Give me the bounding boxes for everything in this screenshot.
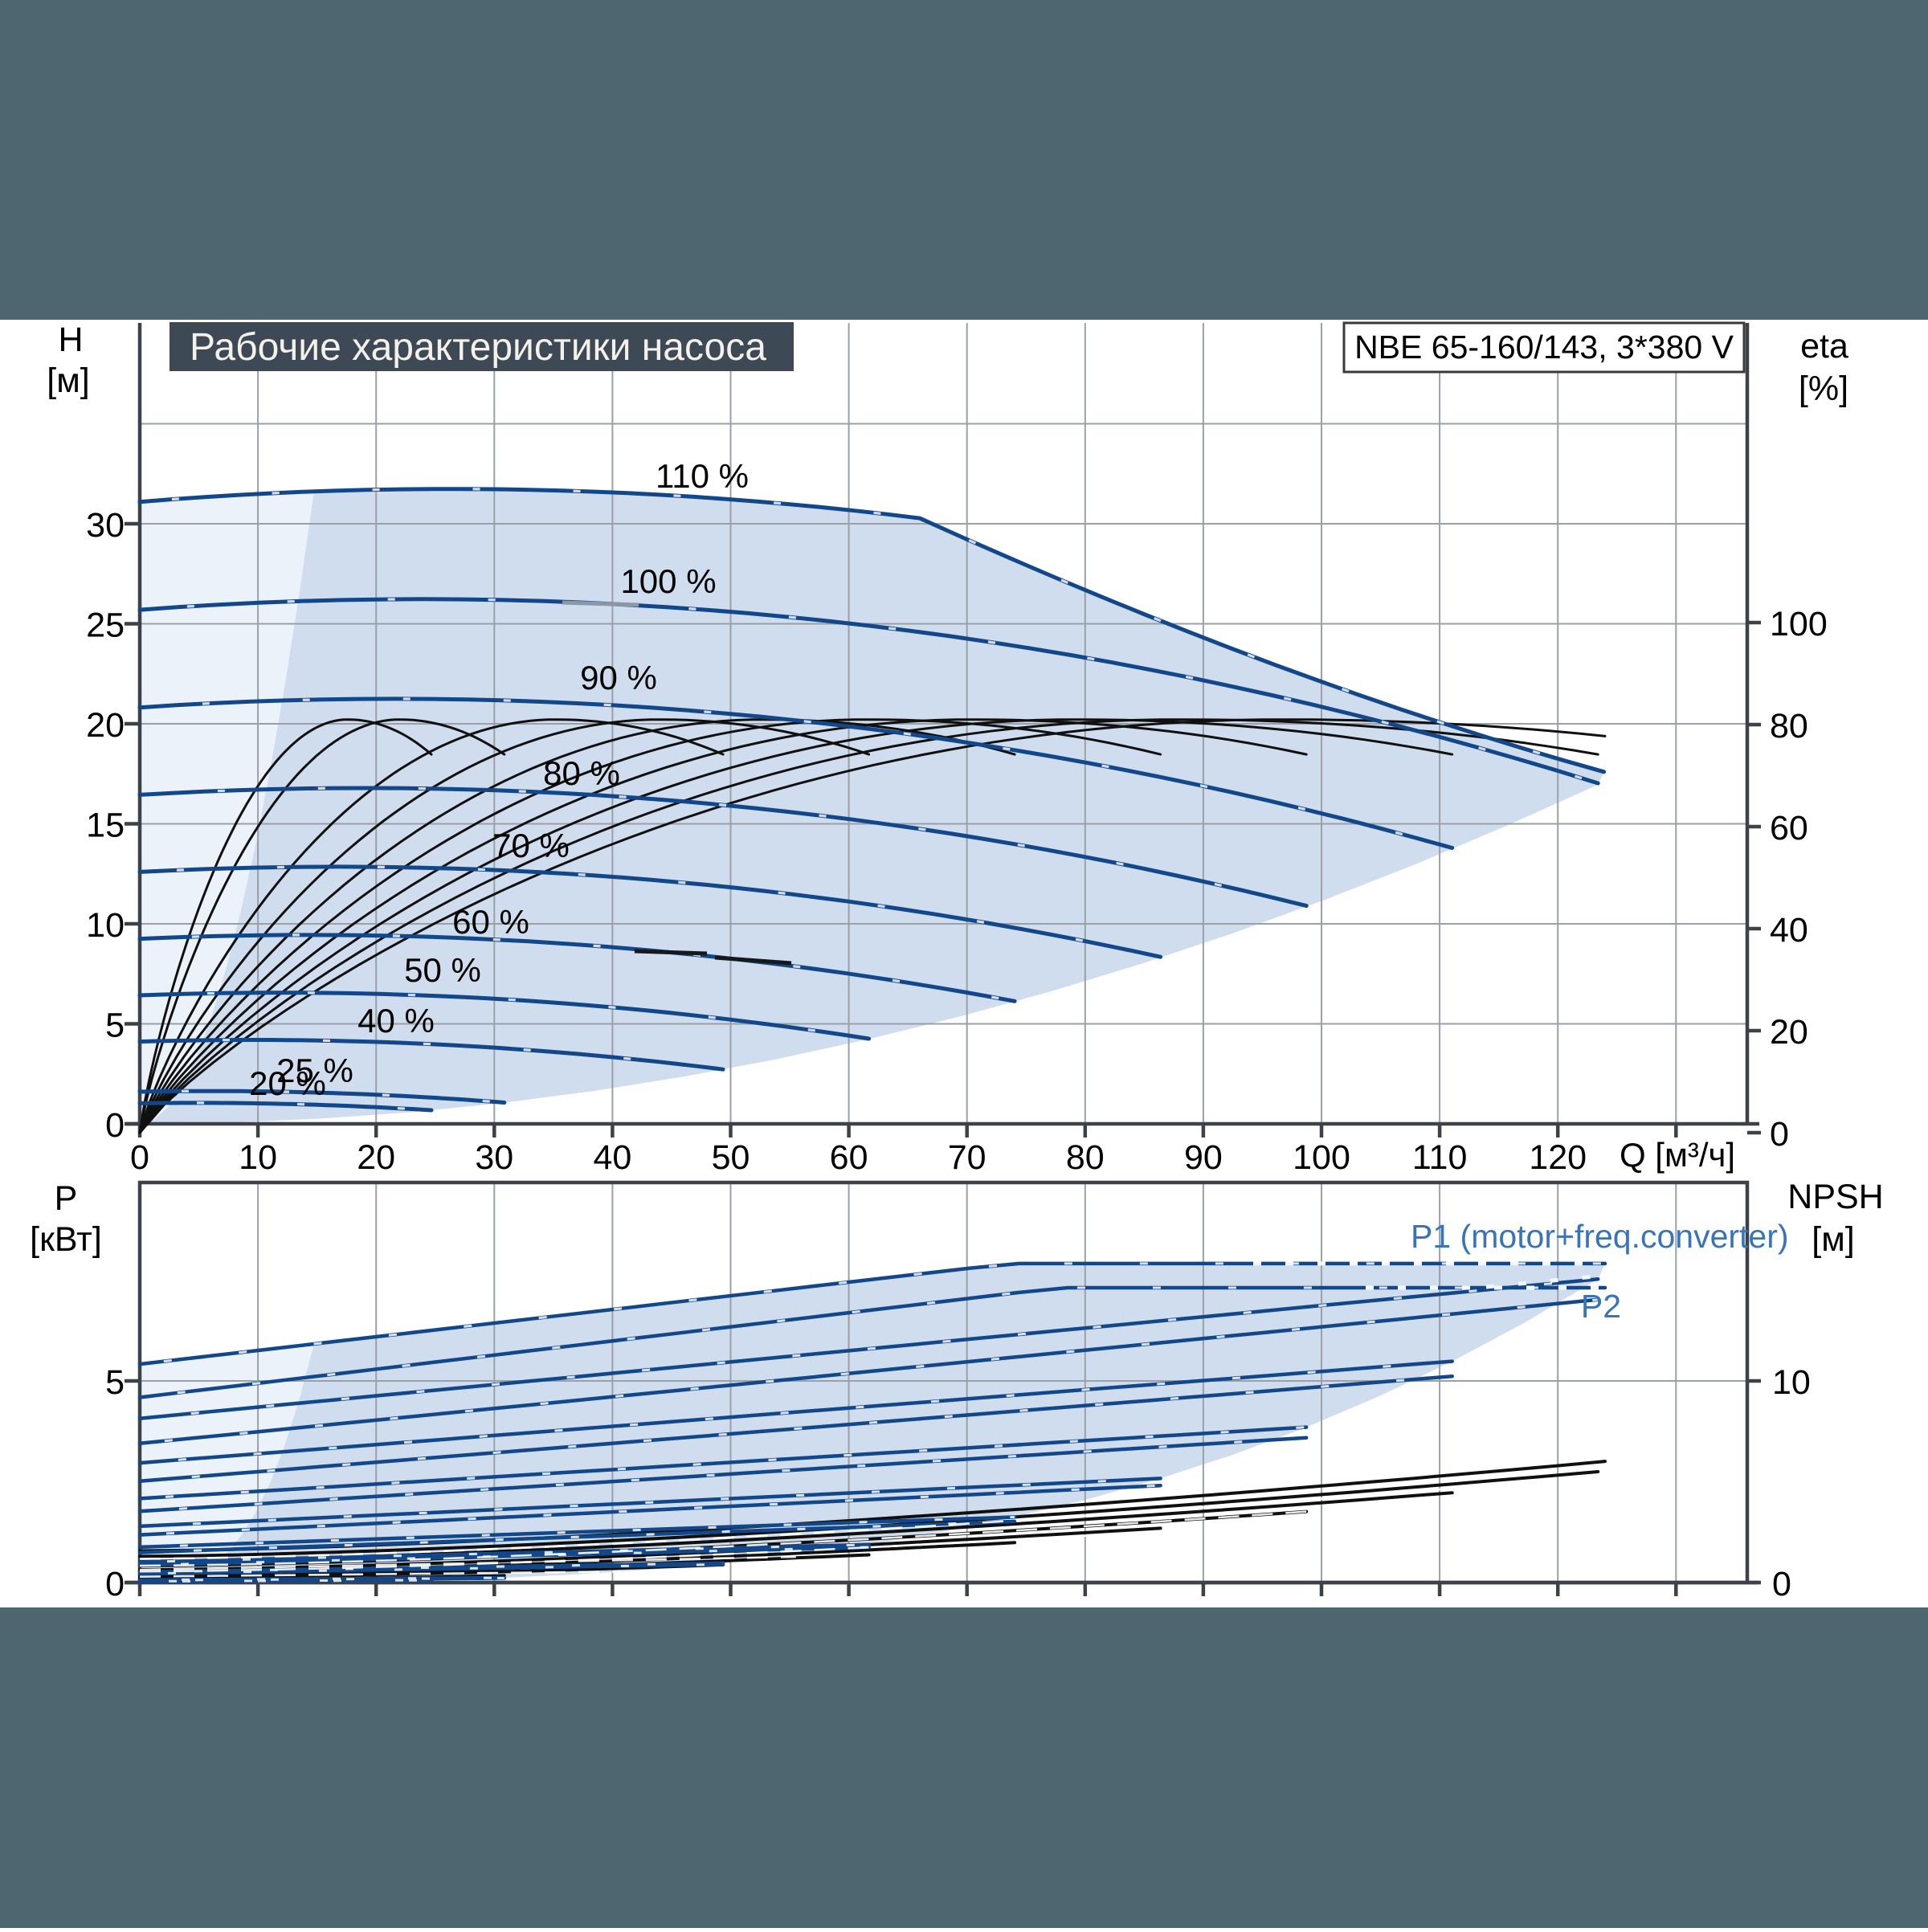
svg-text:100: 100 xyxy=(1293,1138,1350,1177)
svg-text:[м]: [м] xyxy=(47,361,89,400)
svg-text:25: 25 xyxy=(86,607,125,645)
svg-text:20 %: 20 % xyxy=(249,1064,326,1102)
svg-text:P: P xyxy=(55,1179,78,1218)
svg-text:80: 80 xyxy=(1770,707,1808,745)
svg-text:100 %: 100 % xyxy=(620,562,716,600)
svg-text:40 %: 40 % xyxy=(357,1002,435,1040)
svg-text:30: 30 xyxy=(86,506,125,545)
svg-text:Рабочие характеристики насоса: Рабочие характеристики насоса xyxy=(190,326,766,369)
svg-text:10: 10 xyxy=(239,1138,277,1177)
svg-text:80 %: 80 % xyxy=(543,754,620,792)
svg-text:70: 70 xyxy=(948,1138,986,1177)
svg-text:110: 110 xyxy=(1412,1138,1468,1177)
svg-text:70 %: 70 % xyxy=(492,827,570,864)
svg-text:[м]: [м] xyxy=(1812,1220,1854,1259)
svg-text:30: 30 xyxy=(475,1138,513,1177)
svg-text:60: 60 xyxy=(830,1138,868,1177)
svg-text:10: 10 xyxy=(86,906,125,945)
svg-text:40: 40 xyxy=(593,1138,631,1177)
svg-text:40: 40 xyxy=(1770,911,1808,950)
svg-text:20: 20 xyxy=(357,1138,395,1177)
svg-text:0: 0 xyxy=(1770,1115,1789,1154)
svg-text:20: 20 xyxy=(1770,1013,1808,1052)
svg-text:15: 15 xyxy=(86,807,125,845)
svg-text:0: 0 xyxy=(105,1565,125,1603)
svg-text:10: 10 xyxy=(1772,1363,1811,1402)
svg-text:25 %: 25 % xyxy=(276,1052,353,1089)
svg-text:90: 90 xyxy=(1184,1138,1223,1177)
svg-text:80: 80 xyxy=(1066,1138,1105,1177)
svg-text:H: H xyxy=(58,321,83,359)
svg-text:5: 5 xyxy=(105,1007,125,1045)
svg-text:60 %: 60 % xyxy=(452,903,529,941)
svg-text:[%]: [%] xyxy=(1799,370,1848,408)
svg-text:NPSH: NPSH xyxy=(1787,1178,1883,1216)
svg-text:100: 100 xyxy=(1770,605,1828,643)
svg-text:eta: eta xyxy=(1800,327,1848,366)
svg-text:90 %: 90 % xyxy=(580,659,657,696)
svg-text:50 %: 50 % xyxy=(404,951,481,989)
svg-text:110 %: 110 % xyxy=(656,457,749,495)
svg-text:5: 5 xyxy=(105,1363,125,1402)
svg-text:60: 60 xyxy=(1770,809,1808,848)
svg-text:Q [м³/ч]: Q [м³/ч] xyxy=(1620,1136,1735,1174)
svg-text:0: 0 xyxy=(130,1138,149,1177)
svg-text:50: 50 xyxy=(712,1138,750,1177)
svg-text:0: 0 xyxy=(1772,1565,1791,1603)
svg-text:[кВт]: [кВт] xyxy=(30,1220,102,1259)
svg-text:P2: P2 xyxy=(1581,1288,1621,1325)
svg-text:0: 0 xyxy=(105,1106,125,1145)
svg-text:NBE 65-160/143, 3*380 V: NBE 65-160/143, 3*380 V xyxy=(1354,329,1734,366)
svg-text:P1 (motor+freq.converter): P1 (motor+freq.converter) xyxy=(1411,1218,1789,1255)
svg-text:120: 120 xyxy=(1529,1138,1587,1177)
svg-text:20: 20 xyxy=(86,706,125,745)
